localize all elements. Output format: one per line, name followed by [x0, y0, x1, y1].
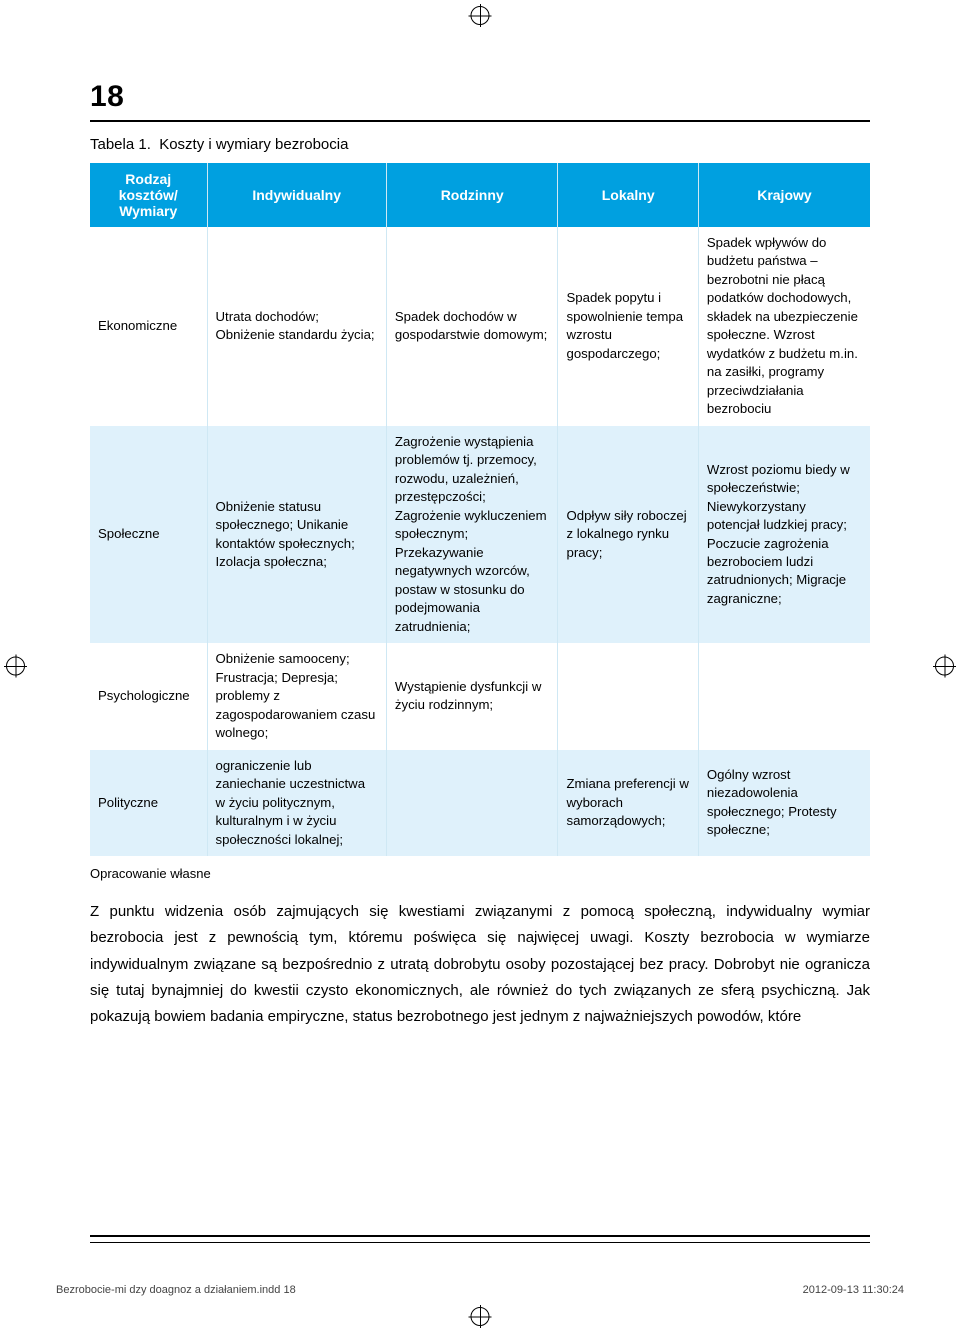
registration-mark-right: [935, 657, 954, 676]
table-row: Ekonomiczne Utrata dochodów; Obniżenie s…: [90, 227, 870, 426]
page-number: 18: [90, 80, 870, 114]
cell: Spadek dochodów w gospodarstwie domowym;: [386, 227, 558, 426]
footer-timestamp: 2012-09-13 11:30:24: [803, 1284, 904, 1296]
registration-mark-top: [471, 6, 490, 25]
cell: Obniżenie statusu społecznego; Unikanie …: [207, 426, 386, 643]
table-row: Polityczne ograniczenie lub zaniechanie …: [90, 750, 870, 856]
cell: Odpływ siły roboczej z lokalnego rynku p…: [558, 426, 698, 643]
cell: Obniżenie samooceny; Frustracja; Depresj…: [207, 643, 386, 749]
cell: Wystąpienie dysfunkcji w życiu rodzinnym…: [386, 643, 558, 749]
cell: Zmiana preferencji w wyborach samorządow…: [558, 750, 698, 856]
cell: ograniczenie lub zaniechanie uczestnictw…: [207, 750, 386, 856]
page-rule: [90, 120, 870, 122]
cell: [386, 750, 558, 856]
column-header: Krajowy: [698, 163, 870, 227]
registration-mark-left: [6, 657, 25, 676]
registration-mark-bottom: [471, 1307, 490, 1326]
cell: Spadek popytu i spowolnienie tempa wzros…: [558, 227, 698, 426]
costs-dimensions-table: Rodzaj kosztów/ Wymiary Indywidualny Rod…: [90, 163, 870, 856]
row-label: Ekonomiczne: [90, 227, 207, 426]
footer-filename: Bezrobocie-mi dzy doagnoz a działaniem.i…: [56, 1284, 296, 1296]
cell: Wzrost poziomu biedy w społeczeństwie; N…: [698, 426, 870, 643]
table-row: Społeczne Obniżenie statusu społecznego;…: [90, 426, 870, 643]
bottom-rule-thin: [90, 1242, 870, 1243]
source-note: Opracowanie własne: [90, 866, 870, 881]
cell: Utrata dochodów; Obniżenie standardu życ…: [207, 227, 386, 426]
body-paragraph: Z punktu widzenia osób zajmujących się k…: [90, 899, 870, 1030]
cell: [698, 643, 870, 749]
cell: Zagrożenie wystąpienia problemów tj. prz…: [386, 426, 558, 643]
cell: [558, 643, 698, 749]
row-label: Polityczne: [90, 750, 207, 856]
row-label: Psychologiczne: [90, 643, 207, 749]
column-header: Rodzinny: [386, 163, 558, 227]
column-header: Lokalny: [558, 163, 698, 227]
cell: Ogólny wzrost niezadowolenia społecznego…: [698, 750, 870, 856]
cell: Spadek wpływów do budżetu państwa – bezr…: [698, 227, 870, 426]
row-label: Społeczne: [90, 426, 207, 643]
bottom-rule-thick: [90, 1235, 870, 1237]
column-header: Indywidualny: [207, 163, 386, 227]
table-row: Psychologiczne Obniżenie samooceny; Frus…: [90, 643, 870, 749]
column-header: Rodzaj kosztów/ Wymiary: [90, 163, 207, 227]
table-caption: Tabela 1. Koszty i wymiary bezrobocia: [90, 136, 870, 153]
